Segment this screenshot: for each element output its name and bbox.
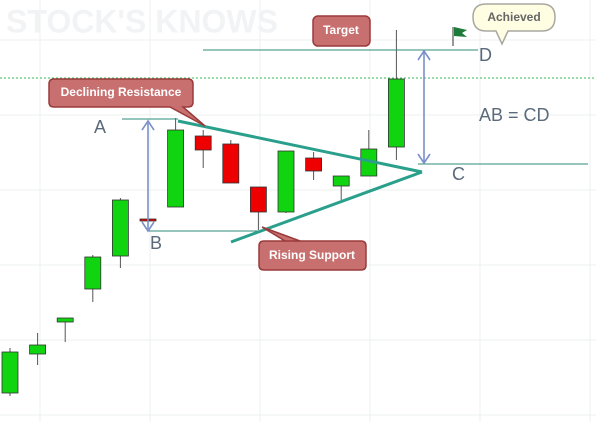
point-label: D: [479, 45, 492, 65]
candle-body: [167, 129, 185, 208]
candle-body: [112, 199, 129, 257]
achieved-bubble: Achieved: [472, 3, 556, 46]
candle-body: [222, 143, 240, 184]
candle-body: [84, 256, 102, 290]
candle-body: [1, 351, 19, 394]
support-line: [230, 170, 423, 244]
callout-text: Rising Support: [269, 248, 355, 262]
bubble-text: Achieved: [487, 10, 540, 24]
candle-body: [387, 78, 405, 148]
watermark: STOCK'S KNOWS: [6, 3, 278, 39]
candle-body: [249, 186, 267, 213]
target-callout: Target: [312, 15, 371, 47]
point-label: A: [94, 117, 106, 137]
resistance-callout: Declining Resistance: [48, 78, 206, 127]
ab-arrow: [141, 119, 155, 233]
point-label: C: [452, 164, 465, 184]
candle-body: [56, 317, 74, 323]
candles: [1, 30, 405, 396]
equation: AB = CD: [479, 105, 550, 125]
cd-arrow: [417, 49, 431, 165]
support-callout: Rising Support: [258, 226, 367, 271]
callout-text: Target: [323, 23, 359, 37]
candle-body: [194, 135, 212, 151]
callout-text: Declining Resistance: [61, 85, 182, 99]
candle-body: [305, 157, 323, 172]
point-label: B: [150, 233, 162, 253]
candle-body: [29, 344, 47, 355]
resistance-line: [177, 119, 423, 174]
flag: [452, 27, 467, 46]
candle-body: [332, 175, 350, 187]
candle-body: [277, 150, 295, 213]
